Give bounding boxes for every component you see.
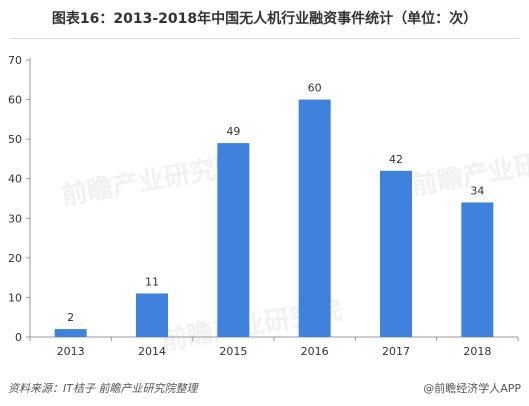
data-label: 34 [470, 184, 484, 197]
bar-chart: 0 10 20 30 40 50 60 70 2 2013 11 2014 49 2015 60 2016 42… [8, 54, 519, 358]
bar [461, 202, 494, 337]
bar [217, 143, 250, 337]
y-tick-label: 10 [8, 291, 22, 304]
title-divider [10, 38, 519, 39]
data-label: 60 [308, 82, 322, 95]
source-note: 资料来源：IT桔子 前瞻产业研究院整理 [8, 382, 198, 395]
x-tick-label: 2014 [138, 345, 166, 358]
chart-title: 图表16：2013-2018年中国无人机行业融资事件统计（单位：次） [51, 11, 478, 27]
y-tick-label: 40 [8, 173, 22, 186]
bar [54, 329, 87, 337]
bar [136, 293, 168, 337]
data-label: 2 [67, 311, 74, 324]
x-tick-label: 2013 [57, 345, 85, 358]
bar [380, 170, 412, 337]
data-label: 49 [226, 125, 240, 138]
data-label: 11 [145, 275, 159, 288]
y-tick-label: 70 [8, 54, 22, 67]
y-tick-label: 20 [8, 252, 22, 265]
x-tick-label: 2017 [382, 345, 410, 358]
y-tick-label: 0 [15, 331, 22, 344]
brand-credit: @前瞻经济学人APP [423, 382, 521, 395]
x-tick-label: 2015 [219, 345, 247, 358]
data-label: 42 [389, 153, 403, 166]
y-tick-label: 50 [8, 133, 22, 146]
y-tick-label: 60 [8, 94, 22, 107]
bar [298, 99, 331, 337]
x-tick-label: 2018 [463, 345, 491, 358]
x-tick-label: 2016 [301, 345, 329, 358]
y-tick-label: 30 [8, 212, 22, 225]
